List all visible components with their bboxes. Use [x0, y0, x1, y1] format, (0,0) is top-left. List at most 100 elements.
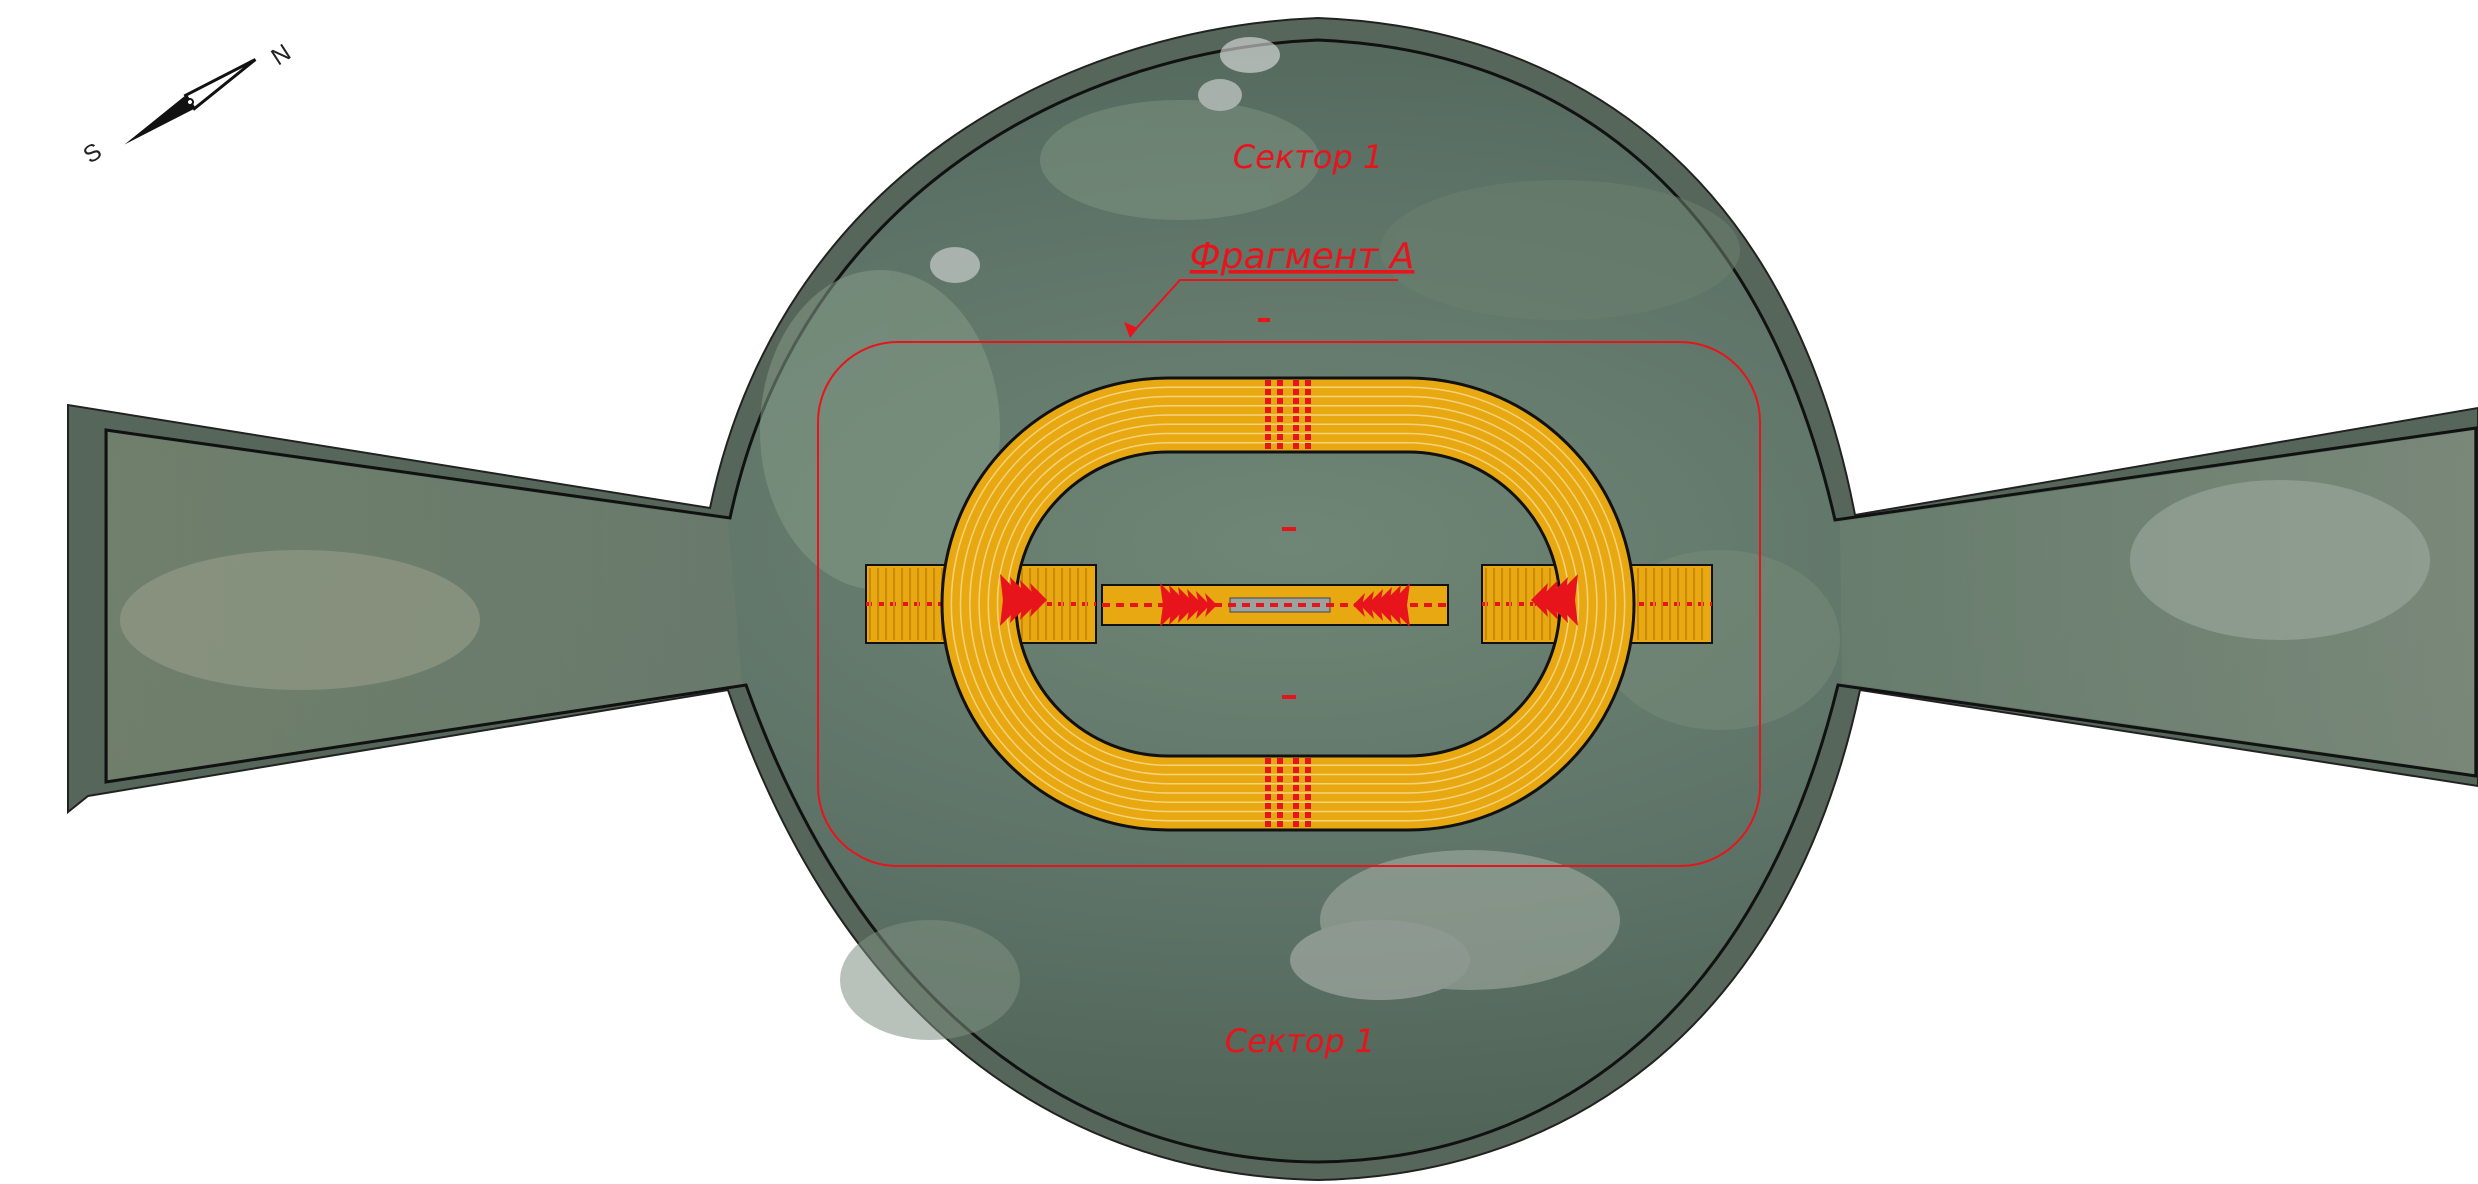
track-crossing-mark: [1305, 803, 1311, 809]
track-crossing-mark: [1277, 380, 1283, 386]
track-crossing-mark: [1265, 803, 1271, 809]
marker-dashes: [1258, 318, 1296, 699]
track-crossing-mark: [1265, 389, 1271, 395]
chevron-marker: [1381, 585, 1401, 625]
track-crossing-mark: [1305, 407, 1311, 413]
track-crossing-mark: [1277, 425, 1283, 431]
track-crossing-mark: [1277, 407, 1283, 413]
track-crossing-mark: [1293, 794, 1299, 800]
chevron-marker: [1020, 580, 1040, 620]
track-crossing-mark: [1305, 398, 1311, 404]
track-crossing-mark: [1293, 398, 1299, 404]
track-crossing-mark: [1277, 416, 1283, 422]
track-crossing-mark: [1265, 416, 1271, 422]
track-crossing-mark: [1265, 434, 1271, 440]
track-crossing-mark: [1293, 803, 1299, 809]
track-crossing-mark: [1265, 425, 1271, 431]
chevron-marker: [1178, 587, 1196, 623]
track-crossing-mark: [1305, 416, 1311, 422]
track-crossing-mark: [1277, 389, 1283, 395]
track-crossing-mark: [1305, 443, 1311, 449]
track-crossing-mark: [1293, 758, 1299, 764]
track-crossing-mark: [1277, 776, 1283, 782]
track-crossing-mark: [1277, 767, 1283, 773]
compass-south-label: S: [79, 138, 107, 169]
track-lane: [978, 414, 1598, 794]
chevron-marker: [1169, 585, 1189, 625]
track-crossing-mark: [1265, 443, 1271, 449]
track-crossing-mark: [1293, 443, 1299, 449]
fragment-a-label: Фрагмент А: [1190, 236, 1415, 277]
chevron-marker: [1030, 583, 1047, 617]
track-crossing-mark: [1305, 767, 1311, 773]
track-crossing-mark: [1277, 785, 1283, 791]
track-lane: [950, 386, 1626, 822]
track-crossing-mark: [1305, 776, 1311, 782]
chevron-marker: [1360, 591, 1374, 619]
sector-label-bottom: Сектор 1: [1225, 1022, 1375, 1060]
track-crossing-mark: [1265, 794, 1271, 800]
fragment-a-frame: [817, 341, 1761, 867]
chevron-marker: [1187, 589, 1203, 621]
fragment-a-leader: [1124, 279, 1398, 338]
sector-label-top: Сектор 1: [1233, 138, 1383, 176]
chevron-marker: [1388, 583, 1410, 627]
track-lane: [987, 423, 1589, 785]
track-crossing-mark: [1305, 812, 1311, 818]
chevron-marker: [1374, 587, 1392, 623]
chevron-marker: [1353, 593, 1365, 617]
track-crossing-mark: [1265, 821, 1271, 827]
track-crossing-mark: [1265, 380, 1271, 386]
track-crossing-mark: [1305, 758, 1311, 764]
track-crossing-mark: [1265, 767, 1271, 773]
track-crossing-mark: [1265, 407, 1271, 413]
chevron-marker: [1545, 577, 1568, 623]
track-crossing-mark: [1293, 785, 1299, 791]
track-lane: [969, 405, 1607, 803]
track-crossing-mark: [1265, 785, 1271, 791]
track-crossing-mark: [1293, 425, 1299, 431]
track-crossing-mark: [1293, 821, 1299, 827]
track-crossing-mark: [1277, 821, 1283, 827]
compass-north-label: N: [267, 39, 296, 71]
track-crossing-mark: [1305, 785, 1311, 791]
compass-icon: [124, 58, 257, 145]
chevron-marker: [1531, 583, 1548, 617]
track-crossing-mark: [1293, 434, 1299, 440]
track-crossing-mark: [1305, 389, 1311, 395]
track-crossing-mark: [1293, 389, 1299, 395]
track-crossing-mark: [1277, 794, 1283, 800]
track-crossing-mark: [1277, 434, 1283, 440]
chevron-markers: [1000, 574, 1578, 627]
track-crossing-mark: [1293, 407, 1299, 413]
track-crossing-mark: [1277, 812, 1283, 818]
oval-track: [940, 376, 1636, 832]
chevron-marker: [1205, 593, 1217, 617]
chevron-marker: [1010, 577, 1033, 623]
chevron-marker: [1160, 583, 1182, 627]
track-crossing-mark: [1277, 443, 1283, 449]
track-lane: [959, 395, 1617, 813]
track-crossing-mark: [1305, 380, 1311, 386]
terrain-texture: [120, 37, 2430, 1040]
track-crossing-mark: [1277, 758, 1283, 764]
track-crossing-mark: [1265, 758, 1271, 764]
track-crossing-mark: [1293, 416, 1299, 422]
chevron-marker: [1367, 589, 1383, 621]
track-crossing-mark: [1265, 776, 1271, 782]
track-crossing-mark: [1305, 434, 1311, 440]
track-crossing-mark: [1277, 803, 1283, 809]
track-crossing-mark: [1305, 794, 1311, 800]
track-crossing-mark: [1305, 425, 1311, 431]
chevron-marker: [1196, 591, 1210, 619]
track-crossing-mark: [1305, 821, 1311, 827]
track-crossing-mark: [1265, 398, 1271, 404]
track-crossing-mark: [1293, 380, 1299, 386]
track-crossing-mark: [1293, 767, 1299, 773]
track-crossing-mark: [1277, 398, 1283, 404]
track-crossing-mark: [1293, 776, 1299, 782]
track-crossing-mark: [1265, 812, 1271, 818]
track-lane: [996, 432, 1580, 776]
chevron-marker: [1538, 580, 1558, 620]
